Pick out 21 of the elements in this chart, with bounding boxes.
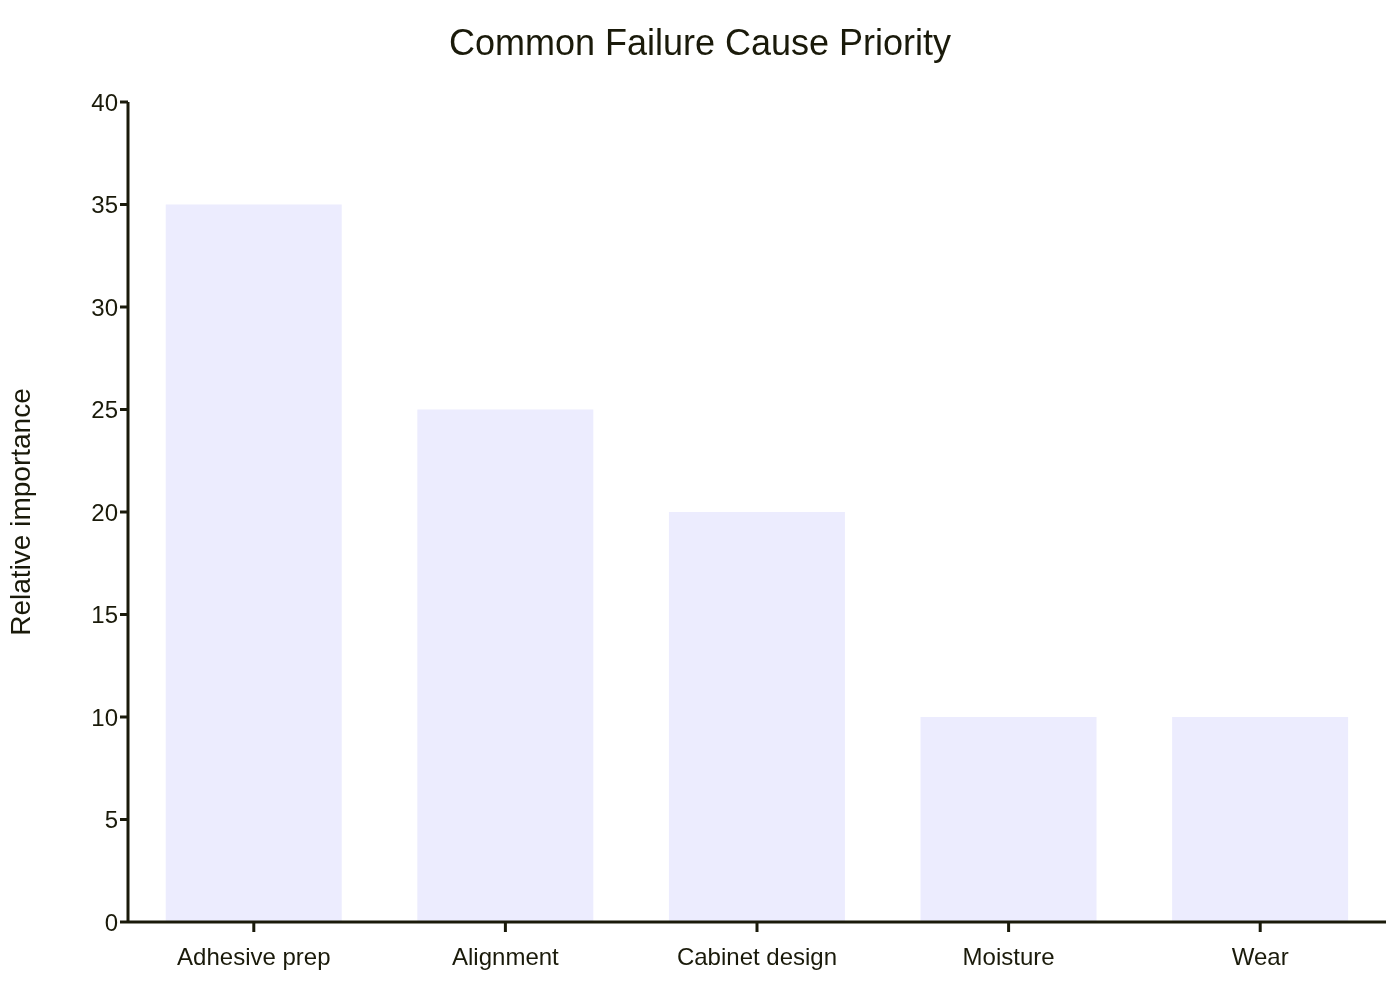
y-tick-label: 5: [104, 806, 118, 834]
bar: [417, 409, 594, 922]
y-tick-label: 15: [91, 601, 118, 629]
bar: [165, 204, 342, 922]
x-tick-label: Cabinet design: [676, 943, 838, 971]
y-tick-label: 30: [91, 293, 118, 321]
y-tick-label: 20: [91, 498, 118, 526]
x-tick-label: Adhesive prep: [177, 943, 331, 971]
y-tick-label: 25: [91, 396, 118, 424]
y-tick-label: 0: [104, 908, 118, 936]
x-tick-label: Alignment: [452, 943, 560, 971]
y-tick-label: 10: [91, 703, 118, 731]
bar: [668, 512, 845, 922]
y-tick-label: 35: [91, 191, 118, 219]
x-tick-label: Moisture: [962, 943, 1055, 971]
y-tick-label: 40: [91, 88, 118, 116]
y-axis-title: Relative importance: [4, 388, 36, 636]
bar: [1172, 717, 1349, 922]
x-tick-label: Wear: [1231, 943, 1289, 971]
chart-title: Common Failure Cause Priority: [447, 21, 953, 65]
bar: [920, 717, 1097, 922]
